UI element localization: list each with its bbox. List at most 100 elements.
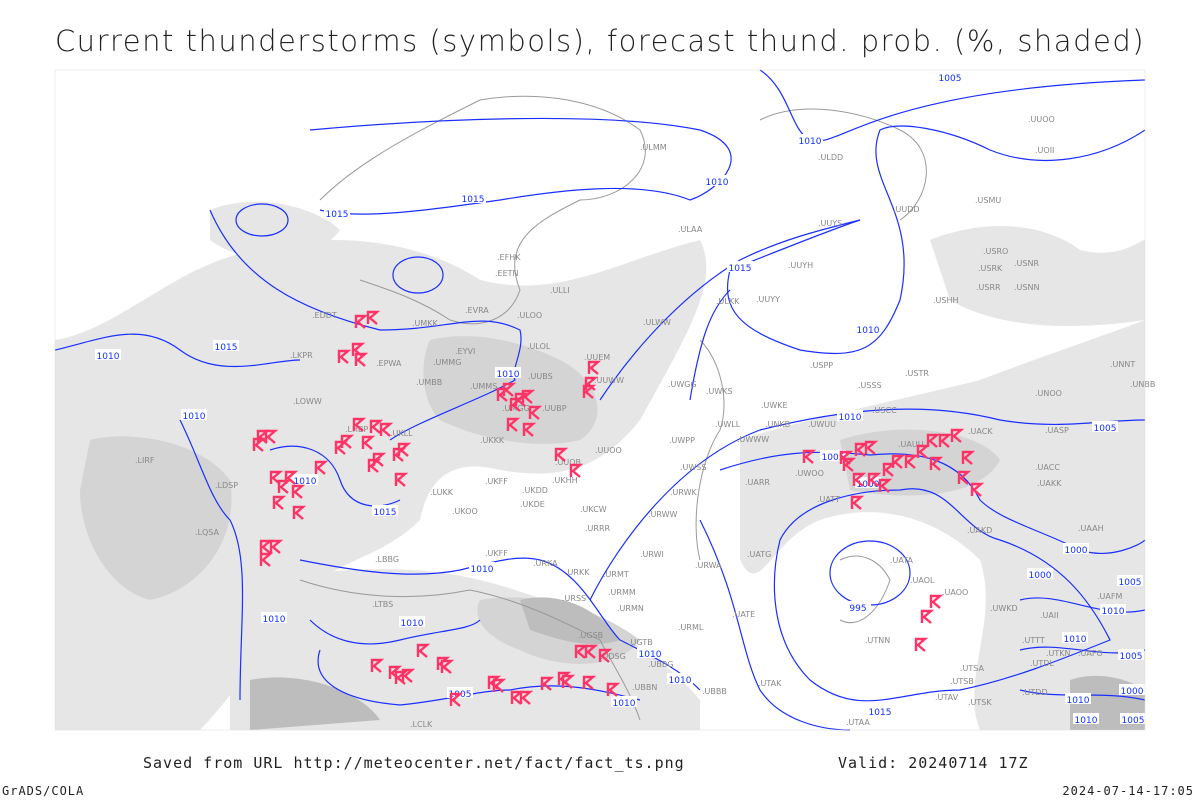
isobar-value: 1010 (839, 413, 862, 423)
station-label: .UDSG (600, 652, 626, 661)
thunderstorm-symbol-icon (394, 670, 409, 685)
isobar-value: 1010 (857, 326, 880, 336)
station-label: .ULWW (643, 318, 671, 327)
station-label: .LCLK (410, 720, 433, 729)
station-label: .UAOL (910, 576, 935, 585)
thunderstorm-symbol-icon (561, 674, 576, 689)
isobar-value: 1010 (706, 178, 729, 188)
station-label: .UWPP (669, 436, 695, 445)
thunderstorm-symbol-icon (272, 495, 287, 510)
station-label: .UKHH (552, 476, 578, 485)
coastline (695, 339, 725, 561)
thunderstorm-symbol-icon (366, 310, 381, 325)
station-label: .UATG (747, 550, 771, 559)
station-label: .URWA (695, 561, 722, 570)
isobar-value: 1005 (1120, 652, 1143, 662)
isobar-value: 1010 (497, 370, 520, 380)
isobar-value: 1010 (639, 650, 662, 660)
thunderstorm-symbol-icon (401, 668, 416, 683)
thunderstorm-symbol-icon (961, 450, 976, 465)
isobar (235, 203, 289, 237)
isobar-value: 1010 (471, 565, 494, 575)
station-label: .UUOO (595, 446, 622, 455)
isobar-label: 1010 (704, 175, 730, 188)
station-label: .ULOL (527, 342, 551, 351)
thunderstorm-symbol-icon (587, 360, 602, 375)
station-label: .UTSK (968, 698, 992, 707)
software-credit: GrADS/COLA (2, 784, 85, 798)
station-label: .UKFF (485, 477, 508, 486)
station-label: .ULLI (550, 286, 570, 295)
station-label: .UNNT (1110, 360, 1135, 369)
thunderstorm-symbol-icon (540, 676, 555, 691)
station-label: .URMM (608, 588, 636, 597)
station-label: .UARR (745, 478, 770, 487)
station-label: .URML (678, 623, 704, 632)
station-label: .USMU (975, 196, 1001, 205)
isobar (392, 256, 444, 294)
thunderstorm-symbol-icon (291, 484, 306, 499)
isobar-label: 1005 (1117, 575, 1143, 588)
shade-high (250, 677, 380, 730)
thunderstorm-symbols (252, 310, 985, 707)
station-label: .UNOO (1035, 389, 1062, 398)
isobar (309, 619, 481, 645)
isobar-label: 1015 (460, 192, 486, 205)
station-label: .UKCW (580, 505, 607, 514)
station-label: .UWGG (668, 380, 697, 389)
isobar-label: 1015 (213, 340, 239, 353)
thunderstorm-symbol-icon (569, 463, 584, 478)
thunderstorm-symbol-icon (492, 678, 507, 693)
isobar-value: 1015 (215, 343, 238, 353)
station-label: .USSS (858, 381, 882, 390)
isobar-value: 1000 (1029, 571, 1052, 581)
thunderstorm-symbol-icon (354, 314, 369, 329)
isobar-label: 1010 (95, 349, 121, 362)
isobar-label: 1010 (1100, 604, 1126, 617)
isobar-value: 995 (849, 604, 866, 614)
thunderstorm-symbol-icon (938, 433, 953, 448)
station-label: .UTAA (846, 718, 870, 727)
shade-high (520, 597, 620, 645)
station-labels: .UUOO .UOII .ULMM .ULDD .UUDD .USMU .UUYS .ULAA… (135, 115, 1155, 729)
thunderstorm-symbol-icon (354, 352, 369, 367)
isobar (179, 419, 244, 701)
coastline (839, 555, 891, 624)
thunderstorm-symbol-icon (277, 479, 292, 494)
isobar-label: 1010 (855, 323, 881, 336)
isobar-value: 1000 (1121, 687, 1144, 697)
isobar-label: 1010 (837, 410, 863, 423)
thunderstorm-symbol-icon (440, 659, 455, 674)
station-label: .UKKK (480, 436, 505, 445)
station-label: .UUEM (584, 353, 610, 362)
isobar-value: 1010 (613, 699, 636, 709)
isobar-label: 1010 (1062, 632, 1088, 645)
station-label: .UKDD (522, 486, 548, 495)
station-label: .UUOO (1028, 115, 1055, 124)
thunderstorm-symbol-icon (554, 447, 569, 462)
station-label: .UUYY (756, 295, 780, 304)
isobar-value: 1015 (374, 508, 397, 518)
thunderstorm-symbol-icon (379, 422, 394, 437)
station-label: .ULMM (640, 143, 667, 152)
isobar-value: 1005 (822, 453, 845, 463)
station-label: .USRK (978, 264, 1003, 273)
isobar-label: 1005 (820, 450, 846, 463)
station-label: .LTBS (372, 600, 393, 609)
thunderstorm-symbol-icon (904, 454, 919, 469)
station-label: .UMMG (433, 358, 461, 367)
thunderstorm-symbol-icon (850, 495, 865, 510)
station-label: .UUYS (818, 219, 842, 228)
station-label: .UBBG (648, 660, 673, 669)
station-label: .UWWW (737, 435, 769, 444)
isobar-label: 1010 (292, 474, 318, 487)
isobar-label: 1010 (1073, 713, 1099, 726)
thunderstorm-symbol-icon (340, 434, 355, 449)
station-label: .UWKS (706, 387, 733, 396)
station-label: .EETN (495, 269, 519, 278)
thunderstorm-symbol-icon (509, 397, 524, 412)
station-label: .UKLL (390, 429, 413, 438)
valid-time: Valid: 20240714 17Z (838, 754, 1029, 772)
thunderstorm-symbol-icon (957, 470, 972, 485)
